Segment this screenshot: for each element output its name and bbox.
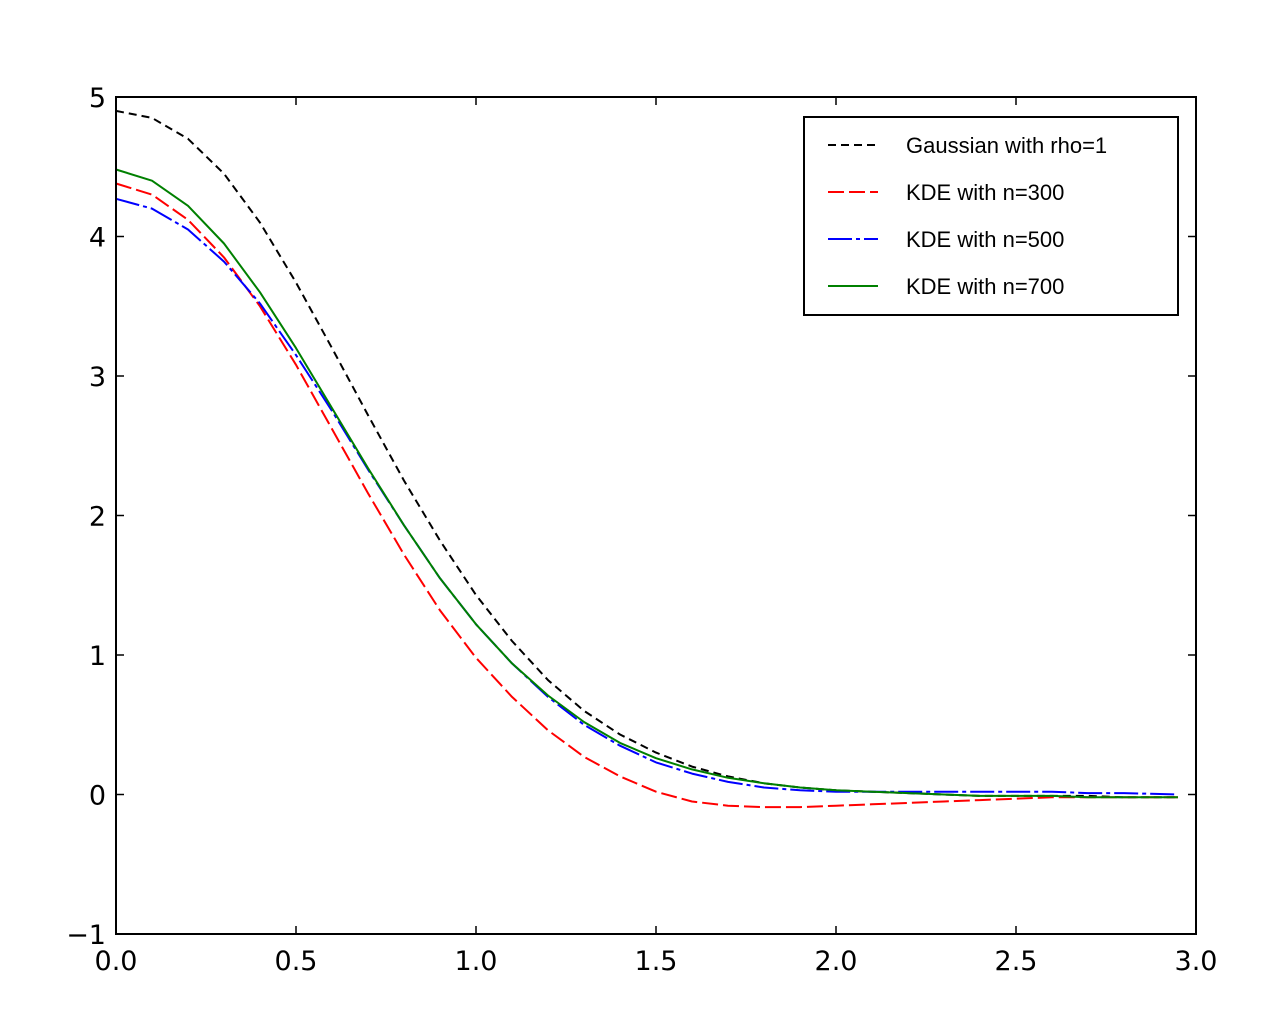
- legend-label-3: KDE with n=500: [906, 227, 1064, 252]
- legend-box: [803, 116, 1179, 316]
- y-tick-label: 3: [89, 362, 106, 393]
- y-tick-label: 1: [89, 641, 106, 672]
- x-tick-label: 0.0: [95, 946, 138, 977]
- plot-area: [115, 109, 1179, 809]
- x-tick-label: 1.0: [455, 946, 498, 977]
- x-tick-label: 2.5: [995, 946, 1038, 977]
- y-tick-label: 5: [89, 83, 106, 114]
- legend-label-4: KDE with n=700: [906, 274, 1064, 299]
- x-tick-label: 1.5: [635, 946, 678, 977]
- series-line-3: [115, 197, 1179, 796]
- axis-ticks: 0.0 0.5 1.0 1.5 2.0 2.5 3.0 −1 0 1 2 3 4 5: [66, 83, 1217, 977]
- y-tick-label: 4: [89, 223, 106, 254]
- x-tick-label: 3.0: [1175, 946, 1218, 977]
- series-line-4: [115, 168, 1178, 799]
- y-tick-label: 0: [89, 781, 106, 812]
- x-tick-label: 2.0: [815, 946, 858, 977]
- legend: Gaussian with rho=1 KDE with n=300 KDE wit…: [803, 116, 1179, 316]
- legend-label-2: KDE with n=300: [906, 180, 1064, 205]
- y-tick-label: −1: [66, 920, 106, 951]
- series-line-2: [115, 182, 1178, 809]
- legend-label-1: Gaussian with rho=1: [906, 133, 1107, 158]
- x-tick-label: 0.5: [275, 946, 318, 977]
- y-tick-label: 2: [89, 502, 106, 533]
